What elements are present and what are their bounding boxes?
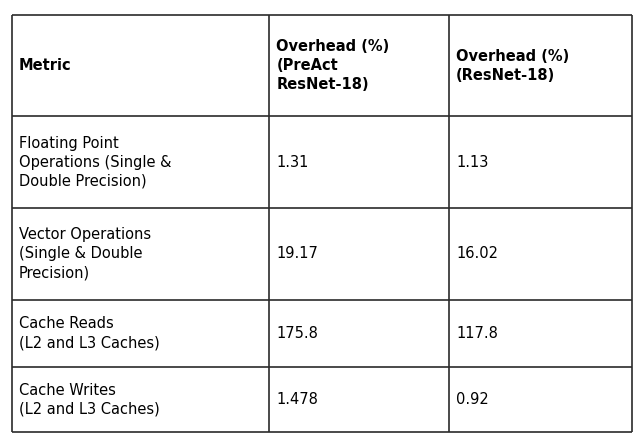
Text: Floating Point
Operations (Single &
Double Precision): Floating Point Operations (Single & Doub… — [19, 135, 172, 189]
Text: Vector Operations
(Single & Double
Precision): Vector Operations (Single & Double Preci… — [19, 227, 151, 281]
Text: 0.92: 0.92 — [456, 392, 489, 407]
Text: 175.8: 175.8 — [276, 326, 318, 341]
Text: 1.13: 1.13 — [456, 155, 488, 170]
Text: Overhead (%)
(ResNet-18): Overhead (%) (ResNet-18) — [456, 49, 570, 83]
Text: 1.31: 1.31 — [276, 155, 308, 170]
Text: 117.8: 117.8 — [456, 326, 498, 341]
Text: Cache Reads
(L2 and L3 Caches): Cache Reads (L2 and L3 Caches) — [19, 316, 160, 350]
Text: 16.02: 16.02 — [456, 246, 498, 261]
Text: Cache Writes
(L2 and L3 Caches): Cache Writes (L2 and L3 Caches) — [19, 382, 160, 417]
Text: Metric: Metric — [19, 58, 72, 73]
Text: 1.478: 1.478 — [276, 392, 318, 407]
Text: Overhead (%)
(PreAct
ResNet-18): Overhead (%) (PreAct ResNet-18) — [276, 39, 390, 92]
Text: 19.17: 19.17 — [276, 246, 318, 261]
